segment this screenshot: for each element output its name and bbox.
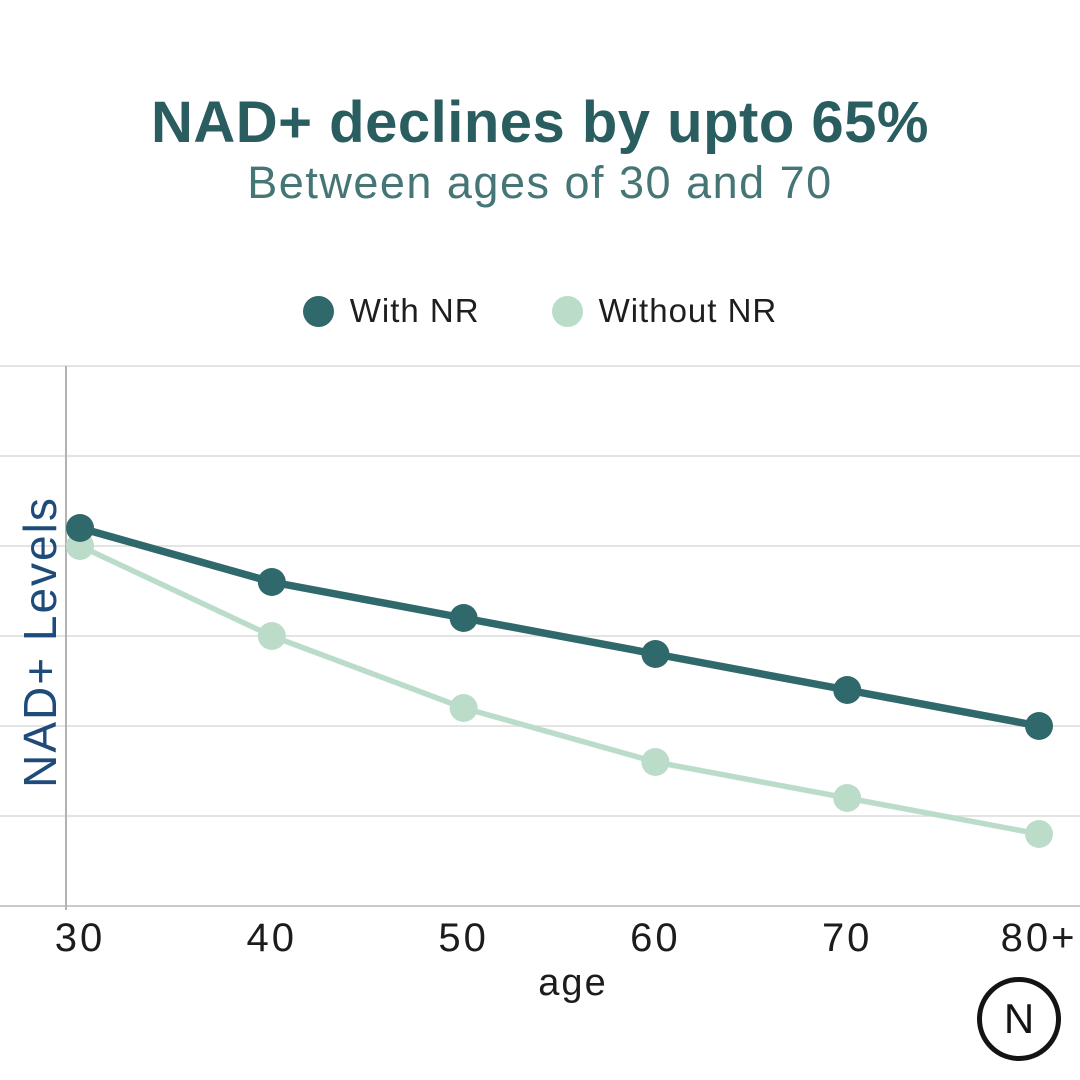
legend-label: Without NR (598, 292, 778, 329)
x-tick-80-: 80+ (1000, 916, 1078, 960)
data-point-with-nr-60 (641, 640, 670, 668)
chart-title: NAD+ declines by upto 65% (151, 90, 929, 155)
data-point-with-nr-70 (833, 676, 862, 704)
legend-dot-without-nr (551, 295, 583, 327)
chart-subtitle: Between ages of 30 and 70 (247, 157, 833, 208)
data-point-with-nr-50 (449, 604, 478, 632)
y-axis-label: NAD+ Levels (14, 496, 66, 788)
x-tick-40: 40 (246, 916, 298, 960)
x-axis-label: age (538, 962, 608, 1004)
x-tick-60: 60 (630, 916, 681, 960)
legend-item-with-nr: With NR (302, 292, 480, 330)
series-line-with-nr (76, 524, 1043, 730)
chart-legend: With NR Without NR (0, 292, 1080, 330)
data-point-without-nr-60 (641, 748, 670, 776)
x-tick-50: 50 (438, 916, 489, 960)
legend-label: With NR (349, 292, 480, 329)
x-tick-30: 30 (54, 916, 106, 960)
series-line-without-nr (77, 543, 1042, 837)
x-tick-70: 70 (821, 916, 873, 960)
data-point-without-nr-50 (449, 694, 478, 722)
data-point-without-nr-40 (257, 622, 286, 650)
data-point-with-nr-40 (257, 568, 286, 596)
data-point-with-nr-80- (1025, 712, 1053, 740)
data-point-without-nr-80- (1025, 820, 1053, 848)
legend-dot-with-nr (302, 295, 334, 327)
logo-letter: N (1003, 995, 1035, 1042)
brand-logo: N (977, 977, 1061, 1061)
data-point-with-nr-30 (66, 514, 94, 542)
header: NAD+ declines by upto 65% Between ages o… (0, 92, 1080, 208)
legend-item-without-nr: Without NR (551, 292, 778, 330)
data-point-without-nr-70 (833, 784, 862, 812)
